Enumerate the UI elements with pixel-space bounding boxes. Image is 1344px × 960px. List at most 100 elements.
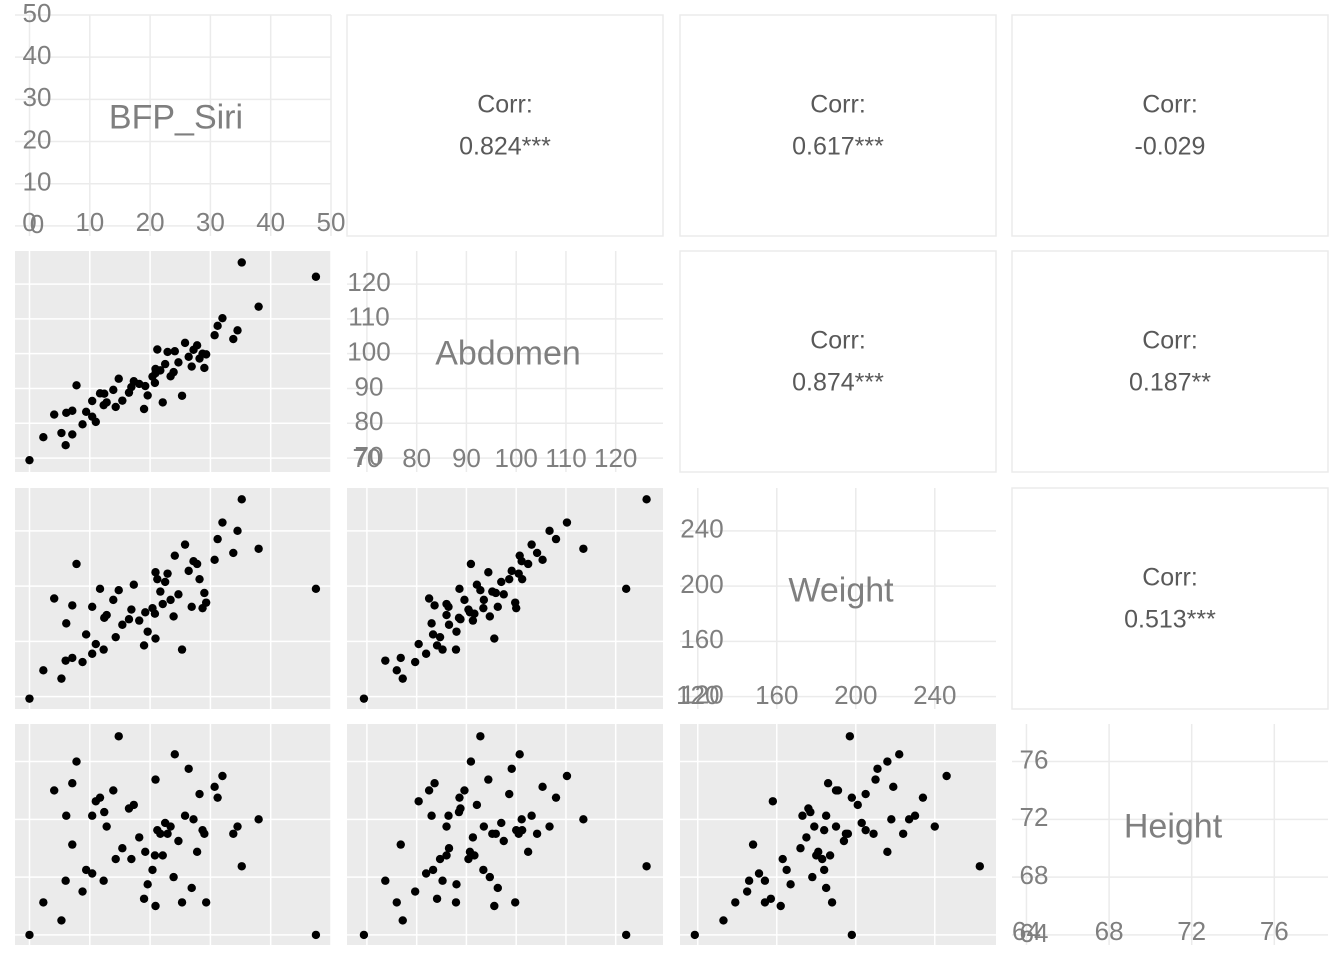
point [200, 588, 209, 598]
point [91, 797, 101, 806]
y-tick-label: 68 [1020, 860, 1049, 890]
point [210, 331, 219, 340]
point [61, 441, 70, 450]
point [124, 615, 134, 624]
corr-value: 0.513*** [1124, 606, 1216, 634]
point [488, 587, 497, 596]
point [432, 641, 442, 650]
point [562, 771, 572, 781]
x-tick-label: 68 [1095, 916, 1124, 946]
y-tick-label: 110 [348, 302, 389, 332]
point [151, 568, 160, 577]
point [195, 574, 204, 584]
variable-name: Abdomen [435, 334, 581, 372]
x-tick-label: 110 [545, 443, 586, 473]
point [479, 822, 489, 831]
point [514, 829, 523, 838]
point [62, 619, 71, 628]
point [918, 793, 928, 802]
panel-background [15, 251, 331, 472]
point [127, 605, 136, 614]
y-tick-label: 160 [680, 624, 723, 654]
point [485, 872, 495, 882]
point [170, 551, 180, 560]
point [99, 876, 108, 885]
point [156, 587, 165, 596]
point [831, 822, 841, 831]
point [493, 602, 502, 611]
point [200, 363, 209, 373]
y-tick-label: 0 [30, 209, 44, 239]
point [873, 764, 882, 773]
point [160, 577, 170, 587]
point [163, 569, 172, 578]
point [201, 598, 211, 607]
point [129, 580, 139, 589]
point [827, 898, 837, 907]
point [452, 627, 461, 636]
point [68, 779, 77, 788]
point [170, 750, 180, 759]
y-tick-label: 120 [680, 679, 723, 709]
corr-label: Corr: [477, 91, 533, 119]
point [177, 391, 187, 400]
point [490, 901, 499, 911]
point [778, 854, 787, 864]
y-tick-label: 10 [23, 167, 52, 197]
point [843, 829, 853, 838]
point [192, 341, 202, 350]
point [39, 898, 48, 907]
point [505, 574, 514, 584]
point [87, 602, 97, 611]
point [427, 811, 436, 820]
point [233, 822, 242, 831]
point [484, 775, 493, 784]
point [898, 829, 908, 838]
point [174, 836, 183, 846]
point [871, 775, 880, 784]
point [455, 793, 464, 802]
point [579, 544, 588, 553]
point [127, 382, 136, 392]
point [460, 786, 469, 795]
point [853, 800, 862, 810]
point [505, 789, 514, 799]
point [39, 432, 48, 442]
x-tick-label: 0 [22, 207, 36, 237]
point [392, 898, 401, 907]
point [148, 865, 157, 875]
corr-label: Corr: [810, 91, 866, 119]
point [452, 880, 461, 889]
corr-label: Corr: [1142, 564, 1198, 592]
point [545, 822, 554, 831]
point [87, 412, 97, 421]
corr-value: 0.874*** [792, 369, 884, 397]
point [847, 793, 857, 802]
point [109, 385, 118, 395]
corr-panel [679, 14, 997, 237]
point [151, 775, 160, 784]
point [72, 559, 81, 569]
point [78, 887, 87, 896]
point [57, 916, 66, 925]
point [381, 876, 390, 885]
point [488, 829, 497, 838]
variable-name: Height [1124, 807, 1223, 845]
point [111, 402, 120, 412]
point [810, 822, 819, 831]
point [143, 391, 152, 400]
point [479, 603, 488, 613]
point [857, 818, 866, 828]
point [476, 586, 485, 595]
point [187, 883, 196, 893]
point [442, 822, 451, 831]
point [187, 602, 196, 611]
point [442, 599, 451, 609]
point [78, 420, 87, 429]
y-tick-label: 70 [355, 441, 384, 471]
point [135, 833, 144, 842]
point [163, 347, 172, 357]
point [192, 847, 202, 857]
point [818, 854, 827, 864]
point [942, 771, 951, 781]
